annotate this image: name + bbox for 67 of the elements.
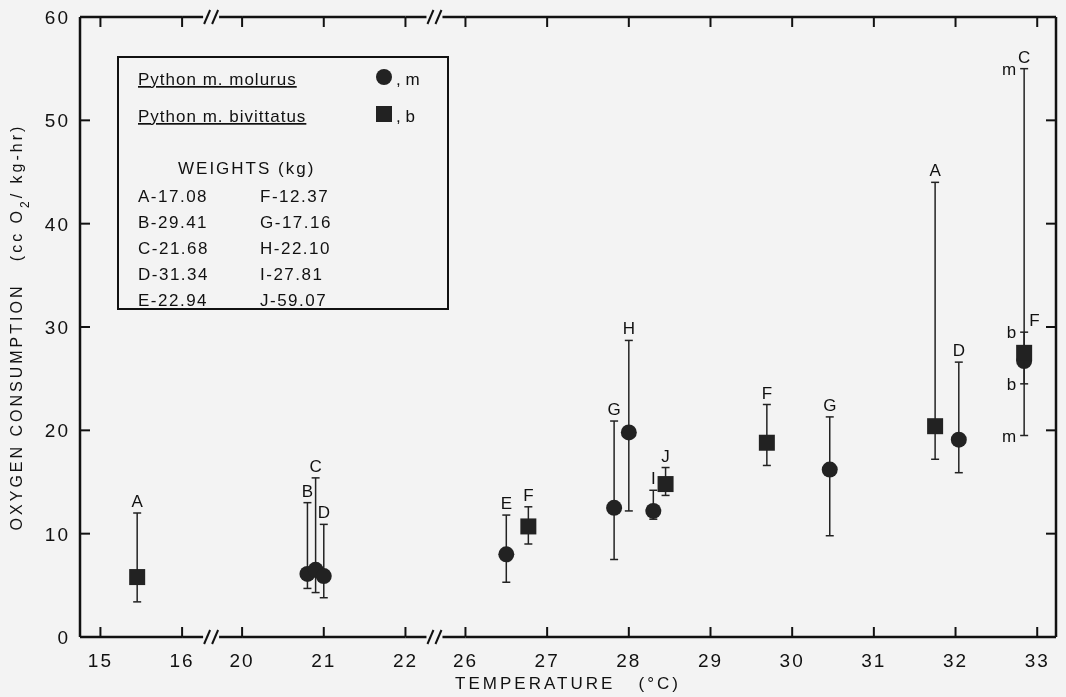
annotation: C [1018,47,1031,67]
x-tick-label: 26 [452,650,479,671]
annotation: m [1001,59,1017,79]
annotation: D [952,341,965,361]
point [657,476,674,493]
annotation: B [301,481,314,501]
point [927,418,944,435]
x-tick-label: 16 [169,650,195,671]
point [520,518,537,535]
annotation: F [761,383,773,403]
x-tick-label: 27 [534,650,560,671]
annotation: C-21.68 [138,239,209,258]
annotation: J-59.07 [260,291,328,310]
y-tick-label: 60 [44,7,70,28]
annotation: E-22.94 [138,291,209,310]
annotation: F [1029,311,1040,331]
annotation: A [929,161,942,181]
annotation: b [1006,323,1017,343]
annotation: G [607,400,621,420]
annotation: , b [396,107,415,126]
x-tick-label: 30 [779,650,805,671]
annotation: F-12.37 [260,187,330,206]
x-tick-label: 32 [942,650,969,671]
annotation: G [823,395,837,415]
annotation: B-29.41 [138,213,209,232]
annotation: D-31.34 [138,265,209,284]
annotation: E [500,494,512,514]
annotation: C [309,456,322,476]
annotation: J [661,446,670,466]
point [821,461,838,478]
y-tick-label: 50 [44,110,70,132]
annotation: H-22.10 [260,239,331,258]
x-tick-label: 31 [861,650,887,671]
x-tick-label: 33 [1024,650,1050,671]
x-tick-label: 15 [87,650,113,671]
point [606,499,623,516]
x-axis-title: TEMPERATURE (°C) [455,674,681,693]
annotation: A-17.08 [138,187,209,206]
x-tick-label: 28 [616,650,642,671]
annotation: , m [396,70,420,89]
x-tick-label: 22 [392,650,419,671]
y-tick-label: 30 [44,317,70,338]
annotation: I [650,469,656,489]
annotation: F [523,485,534,505]
y-tick-label: 20 [44,420,70,442]
x-tick-label: 20 [229,650,255,671]
point [1016,344,1033,361]
point [950,431,967,448]
annotation: A [131,492,144,511]
annotation: D [317,503,330,523]
y-tick-label: 10 [44,523,70,545]
point [620,424,637,441]
annotation: m [1001,426,1017,446]
annotation: WEIGHTS (kg) [178,159,316,178]
point [758,434,775,451]
y-tick-label: 0 [57,627,70,648]
text: Python m. bivittatus [138,107,307,126]
x-tick-label: 29 [697,650,724,671]
annotation: b [1006,374,1017,394]
x-tick-label: 21 [311,650,337,671]
point [498,546,515,563]
annotation: I-27.81 [260,265,324,284]
legend-label: Python m. molurus [138,70,297,89]
annotation: H [622,319,635,339]
annotation: G-17.16 [260,213,332,232]
point [645,502,662,519]
y-tick-label: 40 [44,213,70,235]
